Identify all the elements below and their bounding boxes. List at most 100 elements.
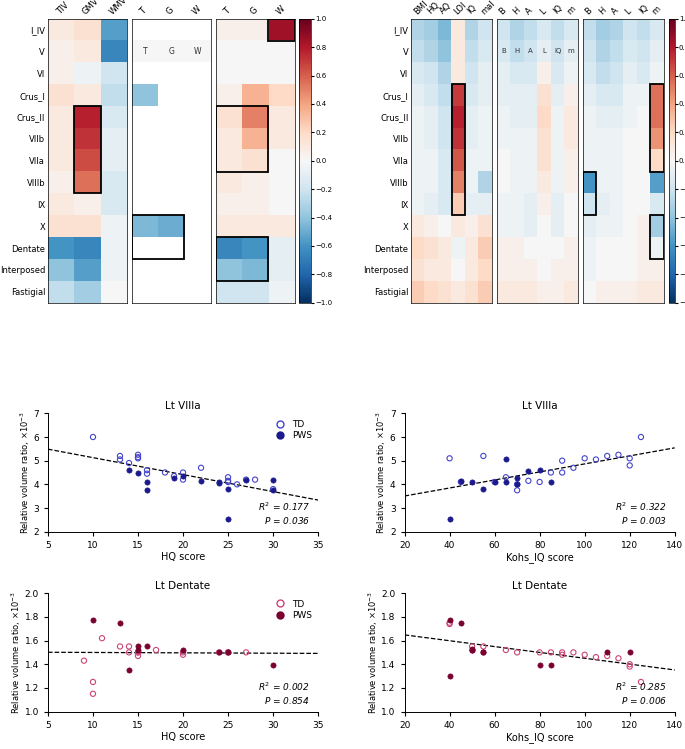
Point <box>142 476 153 488</box>
Point <box>132 449 143 461</box>
Point <box>132 640 143 652</box>
Text: L: L <box>543 49 546 55</box>
Point <box>223 483 234 495</box>
Point <box>132 467 143 479</box>
Point <box>557 649 568 661</box>
Point <box>478 483 489 495</box>
Point <box>444 617 455 629</box>
Point <box>177 644 188 656</box>
Point <box>444 452 455 464</box>
Point <box>240 473 251 485</box>
Point <box>456 475 466 487</box>
Point <box>478 646 489 658</box>
Point <box>534 646 545 658</box>
Point <box>232 479 242 491</box>
Point <box>624 459 635 471</box>
Point <box>223 646 234 658</box>
Point <box>88 676 99 688</box>
Point <box>601 646 612 658</box>
Point <box>523 465 534 477</box>
Point <box>114 453 125 465</box>
Point <box>501 644 512 656</box>
Y-axis label: Relative volume ratio, $\times 10^{-3}$: Relative volume ratio, $\times 10^{-3}$ <box>10 591 23 714</box>
X-axis label: Vermis: Vermis <box>156 0 186 1</box>
Point <box>151 644 162 656</box>
Bar <box>216 237 269 281</box>
Y-axis label: Relative volume ratio, $\times 10^{-3}$: Relative volume ratio, $\times 10^{-3}$ <box>18 411 32 534</box>
Point <box>223 646 234 658</box>
Point <box>466 644 477 656</box>
Point <box>132 452 143 464</box>
X-axis label: Rt Hemi: Rt Hemi <box>605 0 642 1</box>
Point <box>557 455 568 467</box>
Point <box>501 453 512 465</box>
Point <box>545 476 556 488</box>
Point <box>444 512 455 524</box>
Bar <box>74 106 101 193</box>
Point <box>132 646 143 658</box>
Point <box>142 640 153 652</box>
Point <box>160 467 171 479</box>
Point <box>624 658 635 670</box>
Point <box>240 646 251 658</box>
Point <box>223 512 234 524</box>
Point <box>177 473 188 485</box>
Point <box>456 476 466 488</box>
Point <box>512 479 523 491</box>
Point <box>214 646 225 658</box>
Point <box>624 661 635 673</box>
Y-axis label: Relative volume ratio, $\times 10^{-3}$: Relative volume ratio, $\times 10^{-3}$ <box>366 591 379 714</box>
Point <box>169 470 179 482</box>
Bar <box>269 19 295 40</box>
Point <box>88 688 99 700</box>
Point <box>568 462 579 474</box>
Point <box>114 450 125 462</box>
Point <box>501 476 512 488</box>
Point <box>142 464 153 476</box>
Point <box>466 644 477 656</box>
Point <box>123 457 134 469</box>
Point <box>624 646 635 658</box>
Point <box>268 659 279 671</box>
Bar <box>132 216 184 259</box>
Point <box>624 452 635 464</box>
X-axis label: Kohs_IQ score: Kohs_IQ score <box>506 553 573 563</box>
Legend: TD, PWS: TD, PWS <box>274 418 314 442</box>
Point <box>501 471 512 483</box>
Point <box>249 473 260 485</box>
Point <box>636 676 647 688</box>
Point <box>601 650 612 662</box>
Point <box>214 646 225 658</box>
Text: m: m <box>568 49 575 55</box>
Point <box>223 646 234 658</box>
X-axis label: Rt Hemi: Rt Hemi <box>237 0 273 1</box>
Point <box>478 640 489 652</box>
X-axis label: HQ score: HQ score <box>161 733 205 742</box>
Text: $R^2$ = 0.322
$P$ = 0.003: $R^2$ = 0.322 $P$ = 0.003 <box>615 500 667 526</box>
Point <box>590 453 601 465</box>
Point <box>523 475 534 487</box>
Point <box>79 655 90 667</box>
Point <box>132 646 143 658</box>
Point <box>534 464 545 476</box>
Bar <box>452 85 465 216</box>
Point <box>557 467 568 479</box>
Point <box>489 476 500 488</box>
Text: $R^2$ = 0.285
$P$ = 0.006: $R^2$ = 0.285 $P$ = 0.006 <box>615 680 667 706</box>
Point <box>97 632 108 644</box>
Point <box>88 614 99 626</box>
Point <box>580 649 590 661</box>
Bar <box>650 85 664 172</box>
Title: Lt VIIIa: Lt VIIIa <box>165 401 201 411</box>
Point <box>142 485 153 497</box>
Point <box>132 451 143 463</box>
Point <box>613 652 624 664</box>
Point <box>123 464 134 476</box>
Title: Lt Dentate: Lt Dentate <box>155 581 210 591</box>
Point <box>512 479 523 491</box>
Text: B: B <box>501 49 506 55</box>
Point <box>268 473 279 485</box>
Point <box>456 617 466 629</box>
Point <box>601 450 612 462</box>
Point <box>223 471 234 483</box>
